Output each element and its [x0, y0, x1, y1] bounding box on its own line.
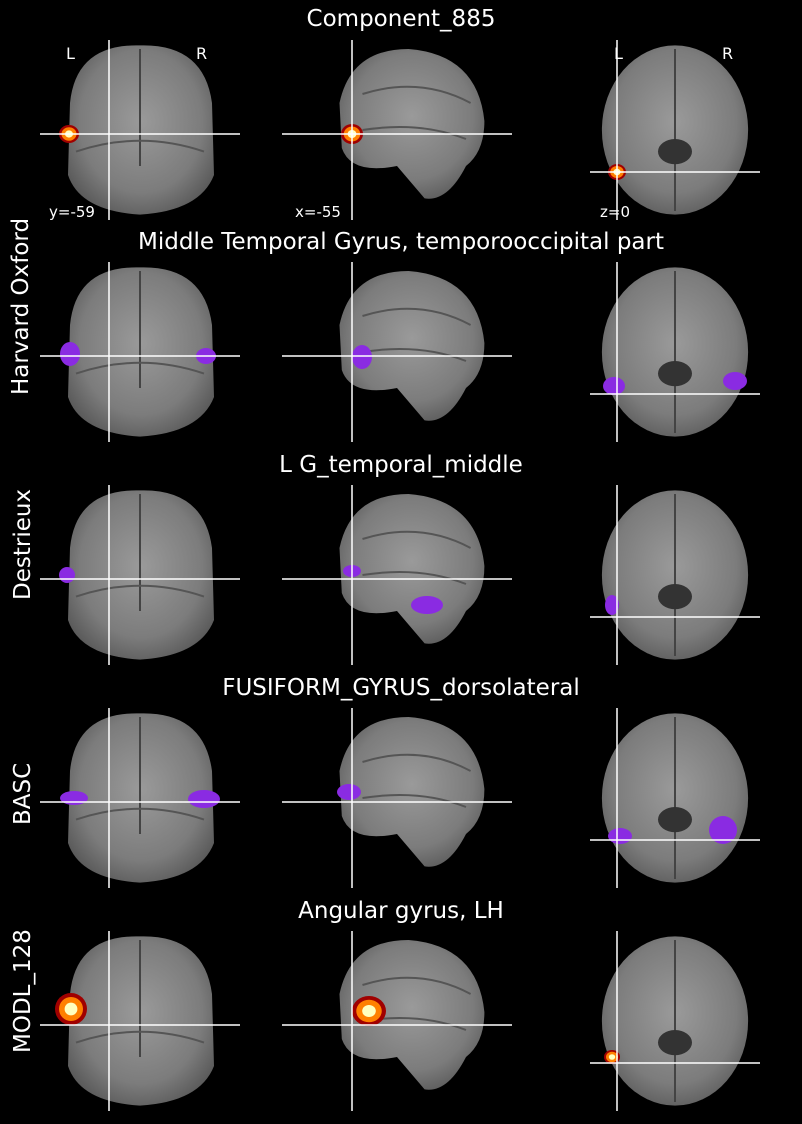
sagittal-slice-image	[282, 40, 512, 220]
coronal-slice-panel	[40, 262, 240, 442]
sagittal-slice-image	[282, 931, 512, 1111]
sagittal-slice-panel	[282, 708, 512, 888]
left-orientation-label: L	[66, 44, 75, 63]
axial-slice-image	[590, 40, 760, 220]
axial-coordinate-label: z=0	[600, 203, 630, 221]
sagittal-slice-image	[282, 708, 512, 888]
coronal-slice-image	[40, 485, 240, 665]
coronal-slice-image	[40, 708, 240, 888]
sagittal-slice-panel	[282, 931, 512, 1111]
axial-slice-panel	[590, 40, 760, 220]
coronal-slice-image	[40, 931, 240, 1111]
row-label-modl: MODL_128	[10, 929, 36, 1053]
right-orientation-label: R	[196, 44, 208, 63]
figure-title-component: Component_885	[306, 6, 496, 32]
axial-slice-panel	[590, 262, 760, 442]
sagittal-coordinate-label: x=-55	[295, 203, 341, 221]
sagittal-slice-image	[282, 262, 512, 442]
axial-slice-panel	[590, 708, 760, 888]
row-title-modl: Angular gyrus, LH	[298, 898, 504, 924]
row-title-destrieux: L G_temporal_middle	[279, 452, 523, 478]
axial-slice-panel	[590, 931, 760, 1111]
axial-slice-image	[590, 262, 760, 442]
right-orientation-label-axial: R	[722, 44, 734, 63]
coronal-slice-panel	[40, 931, 240, 1111]
row-title-harvard-oxford: Middle Temporal Gyrus, temporooccipital …	[138, 229, 664, 255]
row-label-basc: BASC	[10, 762, 36, 825]
coronal-slice-panel	[40, 485, 240, 665]
axial-slice-image	[590, 485, 760, 665]
axial-slice-image	[590, 931, 760, 1111]
row-title-basc: FUSIFORM_GYRUS_dorsolateral	[222, 675, 580, 701]
axial-slice-panel	[590, 485, 760, 665]
sagittal-slice-panel	[282, 262, 512, 442]
coronal-slice-panel	[40, 708, 240, 888]
sagittal-slice-panel	[282, 485, 512, 665]
sagittal-slice-panel	[282, 40, 512, 220]
sagittal-slice-image	[282, 485, 512, 665]
left-orientation-label-axial: L	[614, 44, 623, 63]
axial-slice-image	[590, 708, 760, 888]
coronal-slice-image	[40, 262, 240, 442]
row-label-destrieux: Destrieux	[10, 488, 36, 600]
coronal-coordinate-label: y=-59	[49, 203, 95, 221]
coronal-slice-panel	[40, 40, 240, 220]
row-label-harvard-oxford: Harvard Oxford	[8, 217, 34, 395]
coronal-slice-image	[40, 40, 240, 220]
